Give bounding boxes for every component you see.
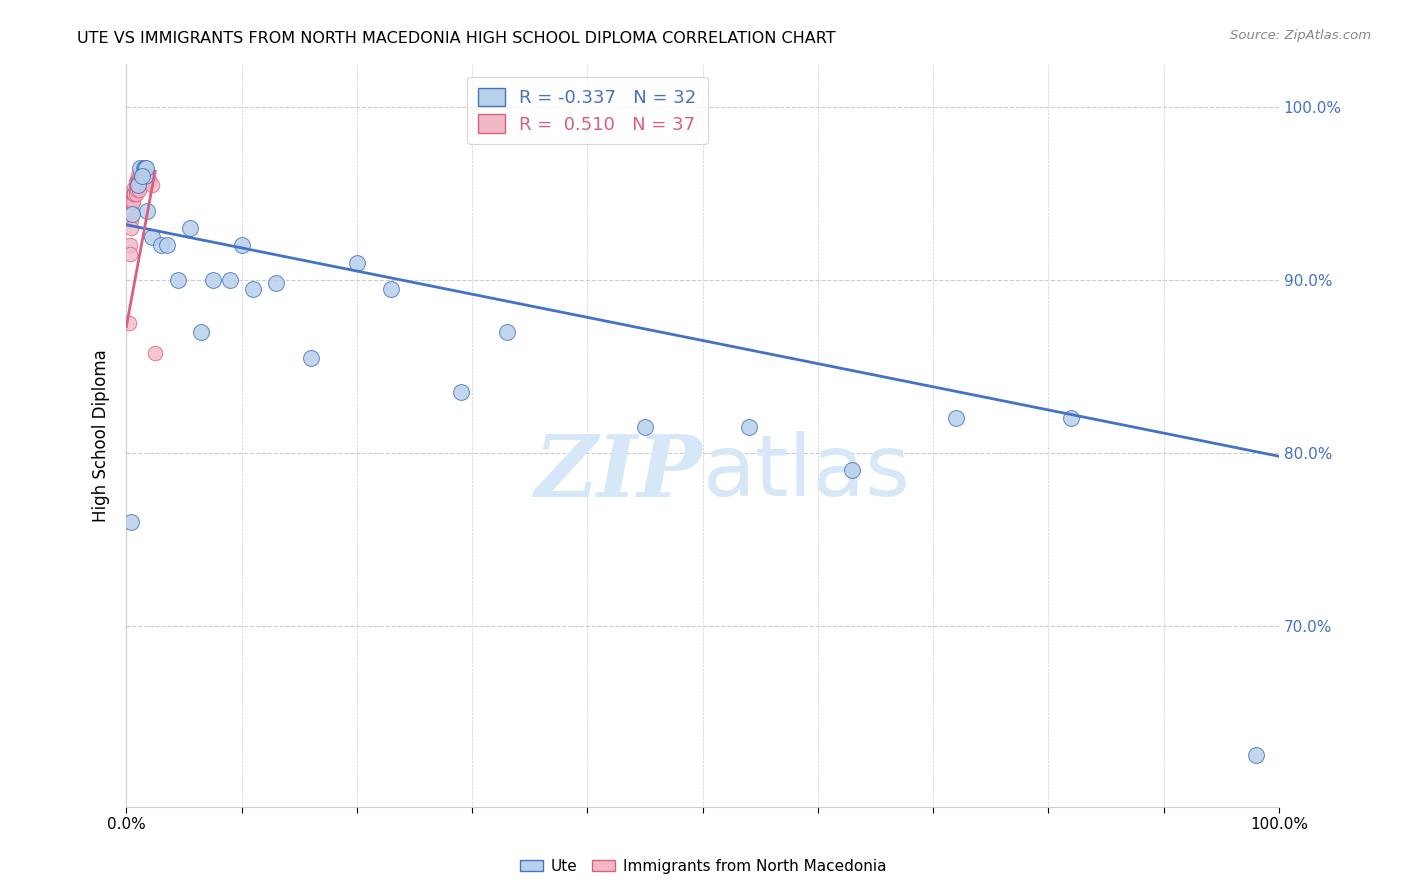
Point bbox=[129, 173, 152, 187]
Point bbox=[118, 247, 141, 261]
Point bbox=[121, 203, 143, 218]
Point bbox=[122, 186, 145, 201]
Point bbox=[124, 186, 146, 201]
Point bbox=[125, 178, 148, 192]
Point bbox=[129, 175, 152, 189]
Legend: R = -0.337   N = 32, R =  0.510   N = 37: R = -0.337 N = 32, R = 0.510 N = 37 bbox=[467, 77, 707, 145]
Point bbox=[124, 186, 146, 201]
Point bbox=[134, 161, 156, 175]
Point bbox=[128, 183, 150, 197]
Point bbox=[1244, 748, 1267, 763]
Point bbox=[136, 203, 159, 218]
Point bbox=[167, 273, 190, 287]
Point bbox=[141, 230, 163, 244]
Point bbox=[149, 238, 172, 252]
Point bbox=[299, 351, 322, 365]
Point bbox=[141, 178, 163, 192]
Point bbox=[127, 178, 149, 192]
Point bbox=[1060, 411, 1083, 425]
Text: UTE VS IMMIGRANTS FROM NORTH MACEDONIA HIGH SCHOOL DIPLOMA CORRELATION CHART: UTE VS IMMIGRANTS FROM NORTH MACEDONIA H… bbox=[77, 31, 837, 46]
Point bbox=[128, 178, 150, 192]
Point bbox=[129, 169, 152, 184]
Point bbox=[122, 195, 145, 210]
Point bbox=[127, 176, 149, 190]
Point bbox=[117, 316, 139, 330]
Point bbox=[495, 325, 517, 339]
Point bbox=[118, 238, 141, 252]
Point bbox=[346, 256, 368, 270]
Point bbox=[127, 173, 149, 187]
Point bbox=[138, 173, 160, 187]
Text: ZIP: ZIP bbox=[534, 431, 703, 515]
Point bbox=[120, 212, 142, 227]
Point bbox=[945, 411, 967, 425]
Point bbox=[380, 282, 402, 296]
Point bbox=[129, 161, 152, 175]
Point bbox=[122, 192, 145, 206]
Point bbox=[124, 181, 146, 195]
Point bbox=[136, 173, 159, 187]
Text: atlas: atlas bbox=[703, 431, 911, 514]
Point bbox=[450, 385, 472, 400]
Point bbox=[219, 273, 242, 287]
Point bbox=[127, 168, 149, 182]
Point bbox=[841, 463, 863, 477]
Y-axis label: High School Diploma: High School Diploma bbox=[93, 349, 110, 522]
Point bbox=[124, 186, 146, 201]
Point bbox=[135, 161, 157, 175]
Point bbox=[131, 169, 153, 184]
Point bbox=[120, 221, 142, 235]
Point bbox=[124, 175, 146, 189]
Legend: Ute, Immigrants from North Macedonia: Ute, Immigrants from North Macedonia bbox=[513, 853, 893, 880]
Point bbox=[134, 169, 156, 184]
Point bbox=[125, 183, 148, 197]
Point bbox=[132, 161, 155, 175]
Point bbox=[190, 325, 212, 339]
Point bbox=[738, 420, 761, 434]
Text: Source: ZipAtlas.com: Source: ZipAtlas.com bbox=[1230, 29, 1371, 42]
Point bbox=[134, 169, 156, 184]
Point bbox=[634, 420, 657, 434]
Point bbox=[179, 221, 201, 235]
Point bbox=[135, 173, 157, 187]
Point bbox=[121, 207, 143, 221]
Point bbox=[124, 181, 146, 195]
Point bbox=[201, 273, 224, 287]
Point bbox=[121, 195, 143, 210]
Point bbox=[143, 345, 166, 359]
Point bbox=[264, 277, 287, 291]
Point bbox=[125, 173, 148, 187]
Point bbox=[132, 169, 155, 184]
Point bbox=[131, 169, 153, 184]
Point bbox=[120, 515, 142, 529]
Point bbox=[242, 282, 264, 296]
Point bbox=[231, 238, 253, 252]
Point bbox=[156, 238, 179, 252]
Point bbox=[128, 173, 150, 187]
Point bbox=[129, 169, 152, 184]
